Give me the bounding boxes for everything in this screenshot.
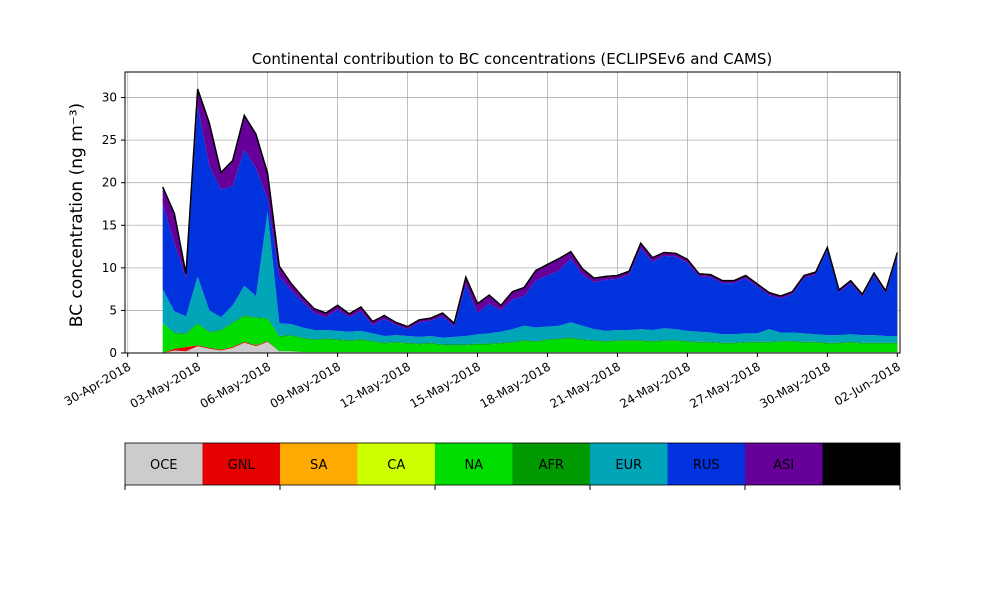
legend-colorbar: OCE GNL SA CA NA AFR EUR RUS ASI AUS xyxy=(124,442,901,490)
x-tick-label: 30-May-2018 xyxy=(757,359,832,411)
x-tick-label: 09-May-2018 xyxy=(268,359,343,411)
total-line-layer xyxy=(161,88,899,328)
x-tick-label: 27-May-2018 xyxy=(687,359,762,411)
legend-label-aus: AUS xyxy=(848,458,875,473)
y-tick-label: 0 xyxy=(109,346,117,360)
y-axis: 0 5 10 15 20 25 30 xyxy=(102,91,125,360)
y-tick-label: 20 xyxy=(102,176,117,190)
x-tick-label: 24-May-2018 xyxy=(617,359,692,411)
y-tick-label: 15 xyxy=(102,218,117,232)
y-axis-label: BC concentration (ng m⁻³) xyxy=(67,103,87,327)
stacked-areas xyxy=(162,89,898,353)
legend-swatch-aus xyxy=(822,443,900,485)
legend-swatch-eur xyxy=(590,443,668,485)
legend-label-asi: ASI xyxy=(773,458,794,473)
x-tick-label: 21-May-2018 xyxy=(547,359,622,411)
legend-swatch-ca xyxy=(357,443,435,485)
y-tick-label: 25 xyxy=(102,133,117,147)
legend-swatch-afr xyxy=(512,443,590,485)
legend-label-gnl: GNL xyxy=(228,458,256,473)
legend-label-eur: EUR xyxy=(615,458,642,473)
total-line xyxy=(161,88,899,328)
legend-swatch-sa xyxy=(280,443,358,485)
y-tick-label: 30 xyxy=(102,91,117,105)
y-tick-label: 5 xyxy=(109,303,117,317)
x-axis: 30-Apr-201803-May-201806-May-201809-May-… xyxy=(62,353,903,411)
area-series-rus xyxy=(162,106,898,338)
area-series-oce xyxy=(162,341,898,353)
legend-swatch-gnl xyxy=(202,443,280,485)
legend-swatch-oce xyxy=(125,443,203,485)
x-tick-label: 30-Apr-2018 xyxy=(62,359,133,408)
legend-label-ca: CA xyxy=(387,458,405,473)
x-tick-label: 15-May-2018 xyxy=(408,359,483,411)
legend-frame xyxy=(124,442,901,486)
x-tick-label: 06-May-2018 xyxy=(198,359,273,411)
legend-label-rus: RUS xyxy=(693,458,720,473)
legend-label-afr: AFR xyxy=(539,458,564,473)
chart-title: Continental contribution to BC concentra… xyxy=(252,50,773,68)
legend-swatch-asi xyxy=(745,443,823,485)
x-tick-label: 03-May-2018 xyxy=(128,359,203,411)
legend-swatch-na xyxy=(435,443,513,485)
legend-swatch-rus xyxy=(667,443,745,485)
legend-label-sa: SA xyxy=(310,458,327,473)
plot-frame xyxy=(124,71,901,354)
legend-label-oce: OCE xyxy=(150,458,178,473)
x-tick-label: 02-Jun-2018 xyxy=(832,359,903,408)
y-tick-label: 10 xyxy=(102,261,117,275)
x-tick-label: 12-May-2018 xyxy=(338,359,413,411)
area-series-asi xyxy=(162,89,898,330)
legend-label-na: NA xyxy=(464,458,483,473)
x-tick-label: 18-May-2018 xyxy=(477,359,552,411)
area-series-na xyxy=(162,316,898,353)
